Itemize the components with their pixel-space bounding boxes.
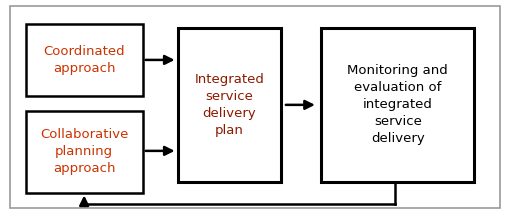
Bar [321,28,473,182]
Text: Integrated
service
delivery
plan: Integrated service delivery plan [194,73,264,137]
Bar [25,24,143,96]
Text: Coordinated
approach: Coordinated approach [43,45,125,75]
Bar [25,111,143,193]
Text: Monitoring and
evaluation of
integrated
service
delivery: Monitoring and evaluation of integrated … [347,64,447,145]
Bar [178,28,280,182]
Text: Collaborative
planning
approach: Collaborative planning approach [40,128,128,175]
